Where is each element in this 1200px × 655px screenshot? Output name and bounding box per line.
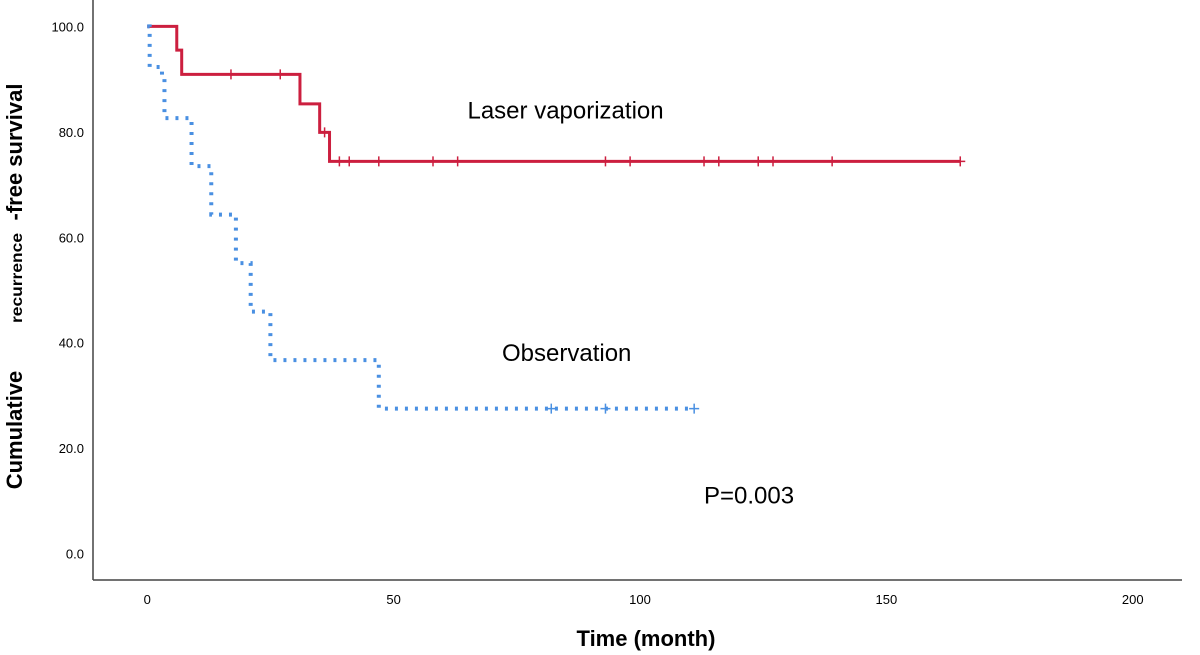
censor-mark-laser-vaporization [319,127,330,138]
y-tick-label: 100.0 [51,19,84,34]
x-tick-label: 200 [1122,592,1144,607]
censor-mark-laser-vaporization [955,156,966,167]
axes [92,0,1182,581]
censor-mark-observation [689,403,700,414]
x-axis-title: Time (month) [577,626,716,651]
censor-mark-laser-vaporization [625,156,636,167]
y-axis-title-part-1: Cumulative [2,371,27,490]
x-tick-label: 150 [875,592,897,607]
censor-mark-laser-vaporization [600,156,611,167]
censor-mark-laser-vaporization [373,156,384,167]
censor-mark-laser-vaporization [428,156,439,167]
y-tick-label: 40.0 [59,336,84,351]
annotation-label: Laser vaporization [467,98,663,125]
y-tick-group: 0.0 20.0 40.0 60.0 80.0 100.0 [51,19,84,561]
censor-mark-laser-vaporization [699,156,710,167]
x-tick-label: 100 [629,592,651,607]
censor-mark-laser-vaporization [344,156,355,167]
annotation-layer: Laser vaporization Observation P=0.003 [467,98,794,510]
y-tick-label: 20.0 [59,441,84,456]
y-axis-title-part-2: recurrence [9,233,26,323]
series-line-laser-vaporization [147,24,961,163]
censor-mark-laser-vaporization [713,156,724,167]
x-tick-group: 0 50 100 150 200 [144,592,1144,607]
annotation-label: Observation [502,340,631,367]
censor-mark-observation [546,403,557,414]
x-tick-label: 50 [386,592,400,607]
y-tick-label: 0.0 [66,547,84,562]
y-axis-title-part-3: -free survival [2,84,27,221]
y-tick-label: 80.0 [59,125,84,140]
x-tick-label: 0 [144,592,151,607]
annotation-label: P=0.003 [704,483,794,510]
censor-mark-laser-vaporization [827,156,838,167]
series-layer [147,24,966,414]
censor-mark-laser-vaporization [452,156,463,167]
censor-mark-laser-vaporization [275,69,286,80]
censor-mark-observation [600,403,611,414]
censor-mark-laser-vaporization [768,156,779,167]
censor-mark-laser-vaporization [753,156,764,167]
censor-mark-laser-vaporization [225,69,236,80]
y-tick-label: 60.0 [59,230,84,245]
censor-mark-laser-vaporization [334,156,345,167]
